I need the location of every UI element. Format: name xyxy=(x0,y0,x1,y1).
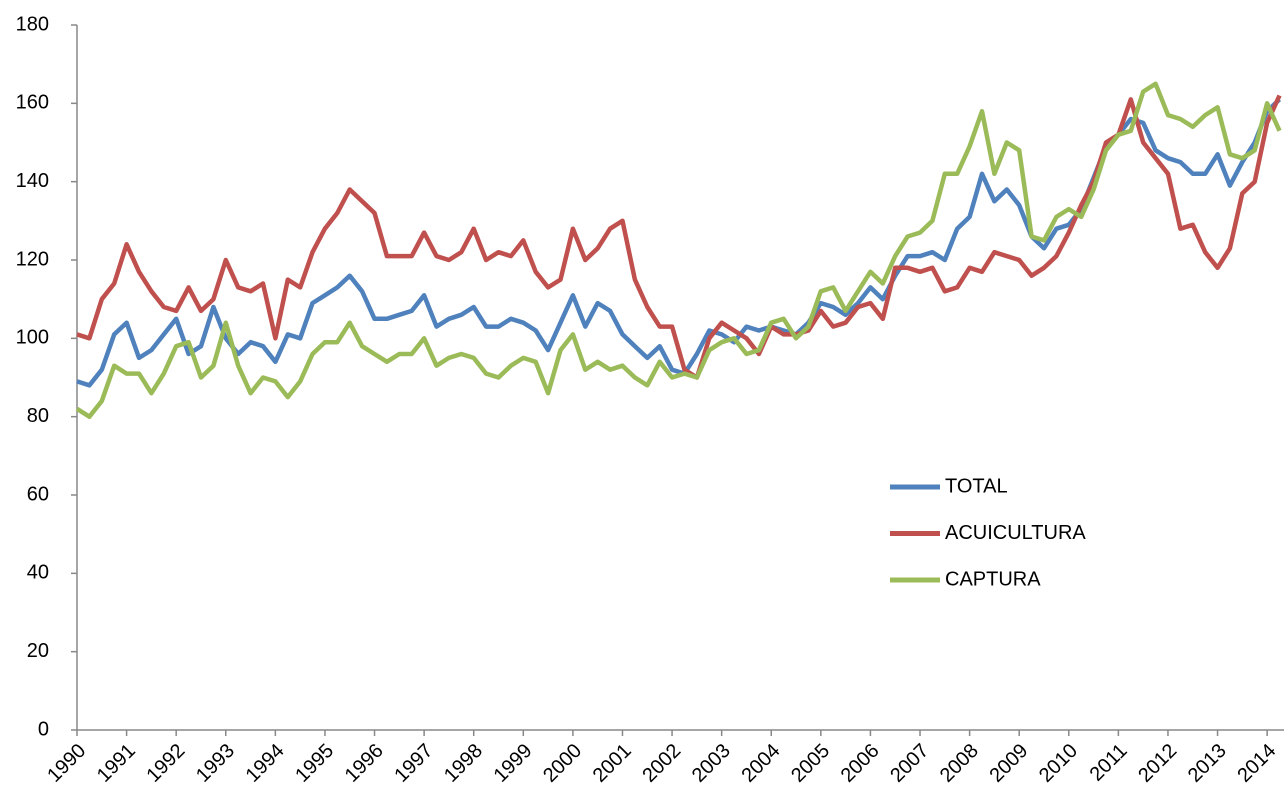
x-tick-label: 2004 xyxy=(737,740,784,787)
x-tick-label: 2007 xyxy=(886,740,933,787)
legend-label: TOTAL xyxy=(945,475,1008,497)
y-tick-label: 80 xyxy=(27,405,49,427)
y-tick-label: 40 xyxy=(27,562,49,584)
y-tick-label: 60 xyxy=(27,483,49,505)
x-tick-label: 2005 xyxy=(787,740,834,787)
x-tick-label: 1994 xyxy=(242,740,289,787)
x-tick-label: 1998 xyxy=(440,740,487,787)
y-tick-label: 100 xyxy=(16,327,49,349)
x-tick-label: 2011 xyxy=(1086,740,1132,786)
series-line xyxy=(76,94,1282,380)
x-tick-label: 1990 xyxy=(43,740,90,787)
x-tick-label: 2001 xyxy=(589,740,636,787)
legend-label: CAPTURA xyxy=(945,568,1041,590)
x-tick-label: 2002 xyxy=(638,740,685,787)
x-tick-label: 1993 xyxy=(192,740,239,787)
x-tick-label: 1996 xyxy=(341,740,388,787)
x-tick-label: 2008 xyxy=(936,740,983,787)
y-tick-label: 20 xyxy=(27,640,49,662)
y-tick-label: 120 xyxy=(16,248,49,270)
x-tick-label: 1997 xyxy=(390,740,437,787)
y-tick-label: 180 xyxy=(16,13,49,35)
x-tick-label: 2012 xyxy=(1134,740,1181,787)
x-tick-label: 2006 xyxy=(837,740,884,787)
y-tick-label: 140 xyxy=(16,170,49,192)
x-tick-label: 1992 xyxy=(142,740,189,787)
x-tick-label: 2003 xyxy=(688,740,735,787)
series-line xyxy=(75,81,1282,419)
y-tick-label: 0 xyxy=(38,718,49,740)
x-tick-label: 1991 xyxy=(93,740,140,787)
x-tick-label: 2000 xyxy=(539,740,586,787)
x-tick-label: 1999 xyxy=(490,740,537,787)
y-tick-label: 160 xyxy=(16,92,49,114)
x-tick-label: 2009 xyxy=(985,740,1032,787)
x-tick-label: 2010 xyxy=(1035,740,1082,787)
x-tick-label: 1995 xyxy=(291,740,338,787)
legend-label: ACUICULTURA xyxy=(945,522,1086,544)
x-tick-label: 2014 xyxy=(1233,740,1280,787)
x-tick-label: 2013 xyxy=(1184,740,1231,787)
